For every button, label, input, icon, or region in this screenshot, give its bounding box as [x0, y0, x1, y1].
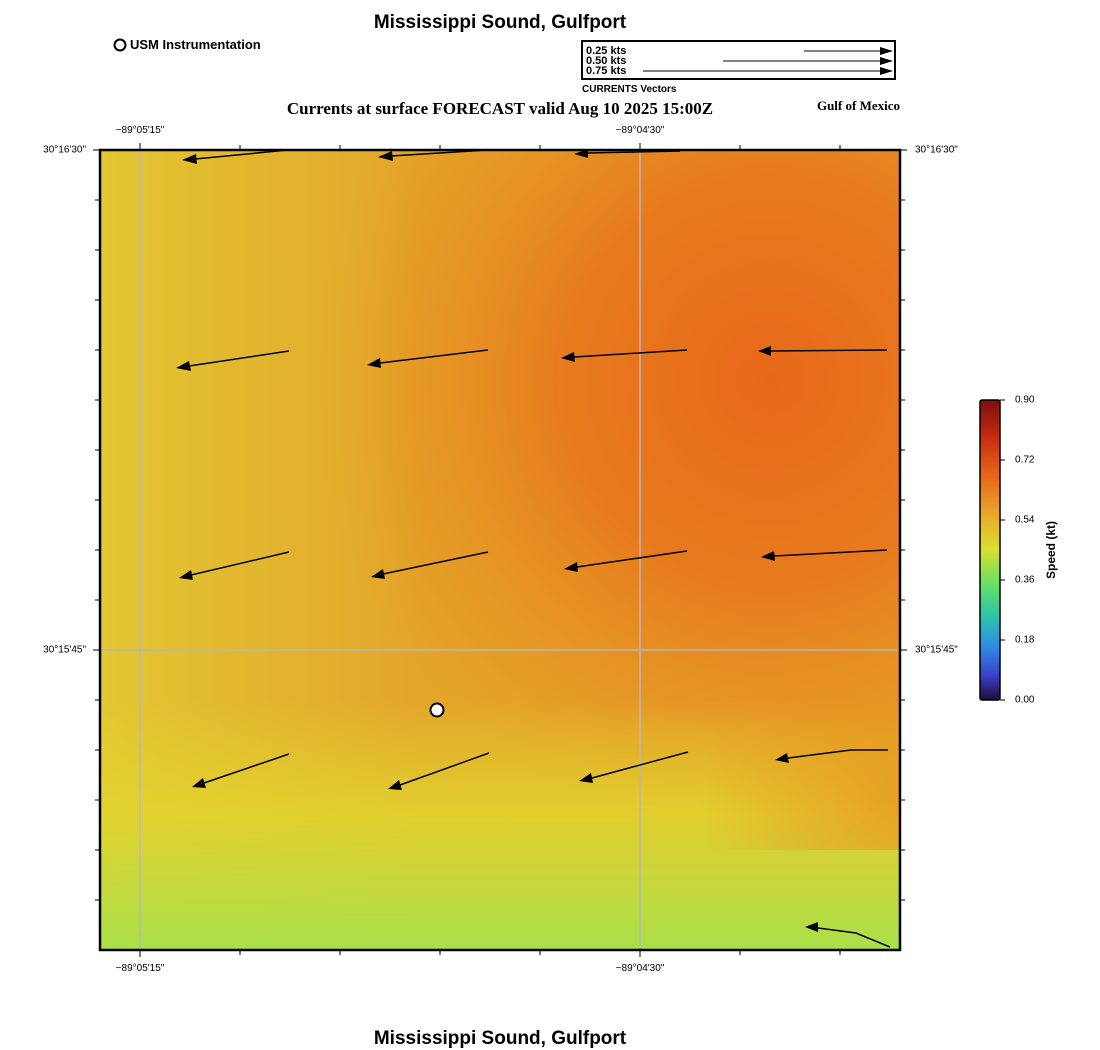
x-tick-top: −89°04'30" — [615, 125, 665, 136]
current-arrow-icon — [579, 751, 689, 783]
x-tick-top: −89°05'15" — [115, 125, 165, 136]
current-arrow-icon — [561, 349, 688, 362]
current-arrow-icon — [192, 753, 290, 788]
vector-legend-arrows — [643, 47, 893, 75]
graticule — [100, 150, 900, 950]
speed-colorbar — [979, 399, 1005, 701]
current-arrow-icon — [378, 149, 489, 161]
current-arrow-icon — [179, 551, 290, 580]
colorbar-tick: 0.72 — [1015, 454, 1035, 466]
y-tick-left: 30°15'45" — [43, 644, 86, 656]
legend-arrow-icon — [804, 47, 893, 55]
circle-marker-icon — [113, 38, 127, 52]
map-title-top: Mississippi Sound, Gulfport — [373, 12, 627, 33]
region-label: Gulf of Mexico — [816, 98, 900, 113]
y-tick-right: 30°15'45" — [915, 644, 958, 656]
current-arrow-icon — [182, 149, 289, 164]
current-arrow-icon — [388, 752, 490, 790]
vector-legend-label: 0.75 kts — [586, 65, 627, 77]
current-arrow-icon — [574, 149, 681, 158]
speed-field — [100, 150, 900, 950]
current-arrow-icon — [805, 922, 891, 948]
x-tick-bottom: −89°04'30" — [615, 963, 665, 974]
frame-ticks — [93, 143, 907, 957]
y-tick-right: 30°16'30" — [915, 144, 958, 156]
vector-legend-label: 0.25 kts — [586, 45, 627, 57]
vector-legend-caption: CURRENTS Vectors — [582, 84, 677, 95]
current-arrow-icon — [367, 349, 489, 368]
colorbar-tick: 0.18 — [1015, 634, 1035, 646]
colorbar-tick: 0.00 — [1015, 694, 1035, 706]
legend-arrow-icon — [643, 67, 893, 75]
current-arrow-icon — [758, 346, 888, 356]
current-vectors — [176, 149, 891, 948]
colorbar-tick: 0.90 — [1015, 394, 1035, 406]
marker-legend-label: USM Instrumentation — [130, 37, 261, 52]
y-tick-left: 30°16'30" — [43, 144, 86, 156]
current-arrow-icon — [564, 550, 688, 572]
vector-legend: 0.25 kts 0.50 kts 0.75 kts — [581, 40, 896, 80]
x-tick-bottom: −89°05'15" — [115, 963, 165, 974]
legend-arrow-icon — [723, 57, 893, 65]
current-arrow-icon — [775, 749, 888, 763]
current-arrow-icon — [176, 350, 290, 371]
colorbar-tick: 0.36 — [1015, 574, 1035, 586]
current-arrow-icon — [371, 551, 489, 579]
colorbar-tick: 0.54 — [1015, 514, 1035, 526]
colorbar-label: Speed (kt) — [1044, 520, 1058, 580]
vector-legend-label: 0.50 kts — [586, 55, 627, 67]
map-subtitle: Currents at surface FORECAST valid Aug 1… — [286, 99, 714, 118]
usm-station-marker — [429, 702, 445, 718]
map-title-bottom: Mississippi Sound, Gulfport — [373, 1028, 627, 1049]
current-arrow-icon — [761, 549, 888, 561]
